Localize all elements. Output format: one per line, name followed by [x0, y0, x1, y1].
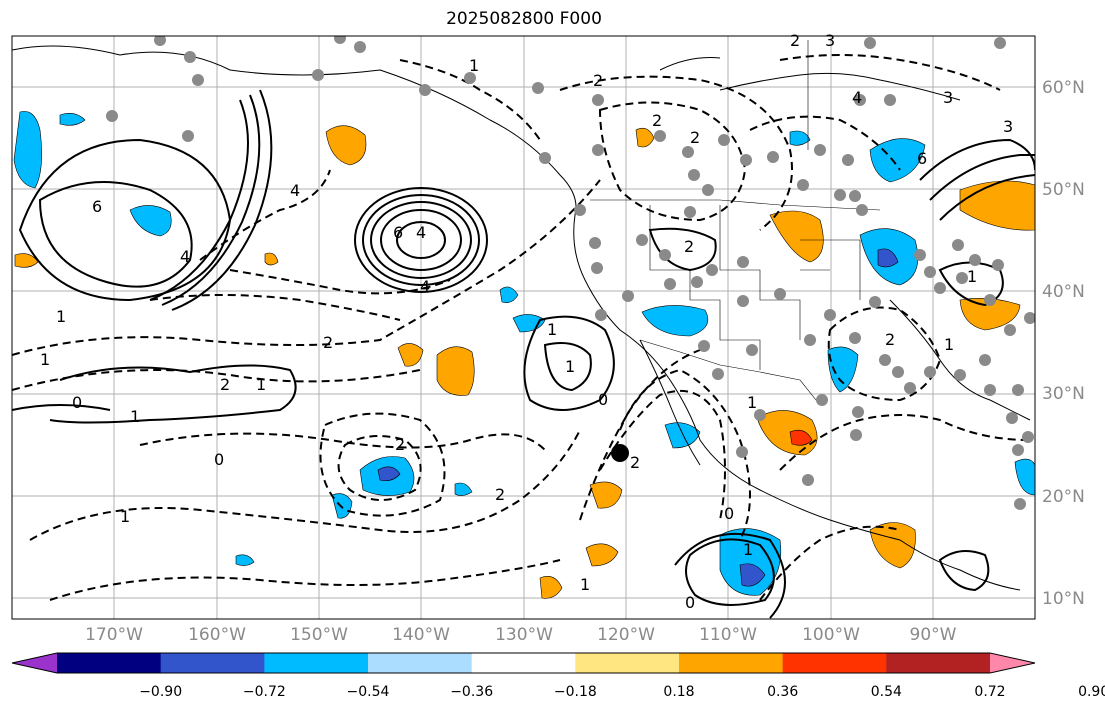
lon-label-100w: 100°W [802, 625, 860, 645]
colorbar-tick-label: 0.36 [767, 684, 799, 700]
lon-label-150w: 150°W [290, 625, 348, 645]
dashed-contours [12, 54, 1031, 601]
station-dots [106, 36, 1035, 510]
contour-label: 1 [40, 350, 50, 369]
solid-contours [12, 89, 1035, 619]
contour-label: 3 [825, 31, 835, 50]
colorbar-segment [782, 653, 887, 673]
contour-label: 2 [790, 31, 800, 50]
contour-label: 0 [598, 390, 608, 409]
lat-label-10n: 10°N [1042, 589, 1085, 609]
lat-label-60n: 60°N [1042, 78, 1085, 98]
contour-label: 4 [290, 181, 300, 200]
contour-label: 2 [630, 453, 640, 472]
contour-label: 2 [593, 71, 603, 90]
contour-label: 1 [944, 335, 954, 354]
colorbar-tick-label: −0.72 [242, 684, 286, 700]
borders [590, 40, 881, 406]
colorbar-tick-label: −0.54 [346, 684, 390, 700]
map-title: 2025082800 F000 [446, 9, 602, 29]
lon-label-120w: 120°W [597, 625, 655, 645]
contour-label: 1 [469, 56, 479, 75]
colorbar-segment [679, 653, 784, 673]
contour-label: 4 [416, 223, 426, 242]
contour-label: 1 [130, 407, 140, 426]
contour-label: 3 [943, 88, 953, 107]
contour-label: 0 [214, 450, 224, 469]
contour-label: 6 [917, 149, 927, 168]
contour-label: 6 [393, 223, 403, 242]
contour-label: 6 [92, 197, 102, 216]
contour-label: 0 [724, 504, 734, 523]
colorbar-extend-max [990, 653, 1035, 673]
shaded-anomalies [13, 111, 1035, 599]
colorbar-tick-label: 0.18 [663, 684, 695, 700]
contour-label: 2 [690, 128, 700, 147]
colorbar-tick-label: 0.54 [870, 684, 902, 700]
colorbar-extend-min [12, 653, 57, 673]
colorbar-tick-label: −0.90 [139, 684, 183, 700]
contour-label: 1 [547, 320, 557, 339]
lon-label-140w: 140°W [392, 625, 450, 645]
gridlines [12, 36, 1035, 619]
lat-label-30n: 30°N [1042, 384, 1085, 404]
lat-label-40n: 40°N [1042, 282, 1085, 302]
contour-label: 1 [120, 507, 130, 526]
lon-label-110w: 110°W [699, 625, 757, 645]
colorbar-segment [160, 653, 265, 673]
colorbar-tick-label: −0.36 [450, 684, 494, 700]
colorbar-tick-label: 0.72 [974, 684, 1006, 700]
contour-label: 4 [180, 247, 190, 266]
contour-label: 1 [743, 540, 753, 559]
colorbar-segment [264, 653, 369, 673]
contour-label: 0 [685, 593, 695, 612]
colorbar-segment [368, 653, 473, 673]
lat-label-50n: 50°N [1042, 180, 1085, 200]
colorbar-segment [886, 653, 991, 673]
contour-label: 1 [580, 575, 590, 594]
contour-label: 2 [220, 375, 230, 394]
contour-label: 1 [967, 267, 977, 286]
contour-label: 1 [256, 375, 266, 394]
contour-label: 0 [72, 393, 82, 412]
contour-label: 1 [56, 307, 66, 326]
contour-label: 3 [1003, 117, 1013, 136]
colorbar-tick-label: 0.90 [1078, 684, 1105, 700]
contour-label: 1 [747, 393, 757, 412]
contour-label: 2 [684, 237, 694, 256]
contour-label: 2 [885, 330, 895, 349]
lon-label-130w: 130°W [495, 625, 553, 645]
contour-label: 2 [323, 333, 333, 352]
colorbar-segment [471, 653, 576, 673]
colorbar-segment [57, 653, 162, 673]
lon-label-170w: 170°W [85, 625, 143, 645]
contour-label: 4 [420, 277, 430, 296]
colorbar-segment [575, 653, 680, 673]
colorbar-tick-label: −0.18 [553, 684, 597, 700]
contour-label: 4 [852, 88, 862, 107]
lon-label-160w: 160°W [188, 625, 246, 645]
lon-label-90w: 90°W [909, 625, 957, 645]
contour-label: 2 [495, 485, 505, 504]
lat-label-20n: 20°N [1042, 487, 1085, 507]
colorbar [11, 652, 1036, 674]
contour-label: 1 [565, 357, 575, 376]
contour-label: 2 [395, 435, 405, 454]
coastlines [12, 45, 1031, 591]
contour-label: 2 [652, 111, 662, 130]
location-marker [611, 444, 629, 462]
